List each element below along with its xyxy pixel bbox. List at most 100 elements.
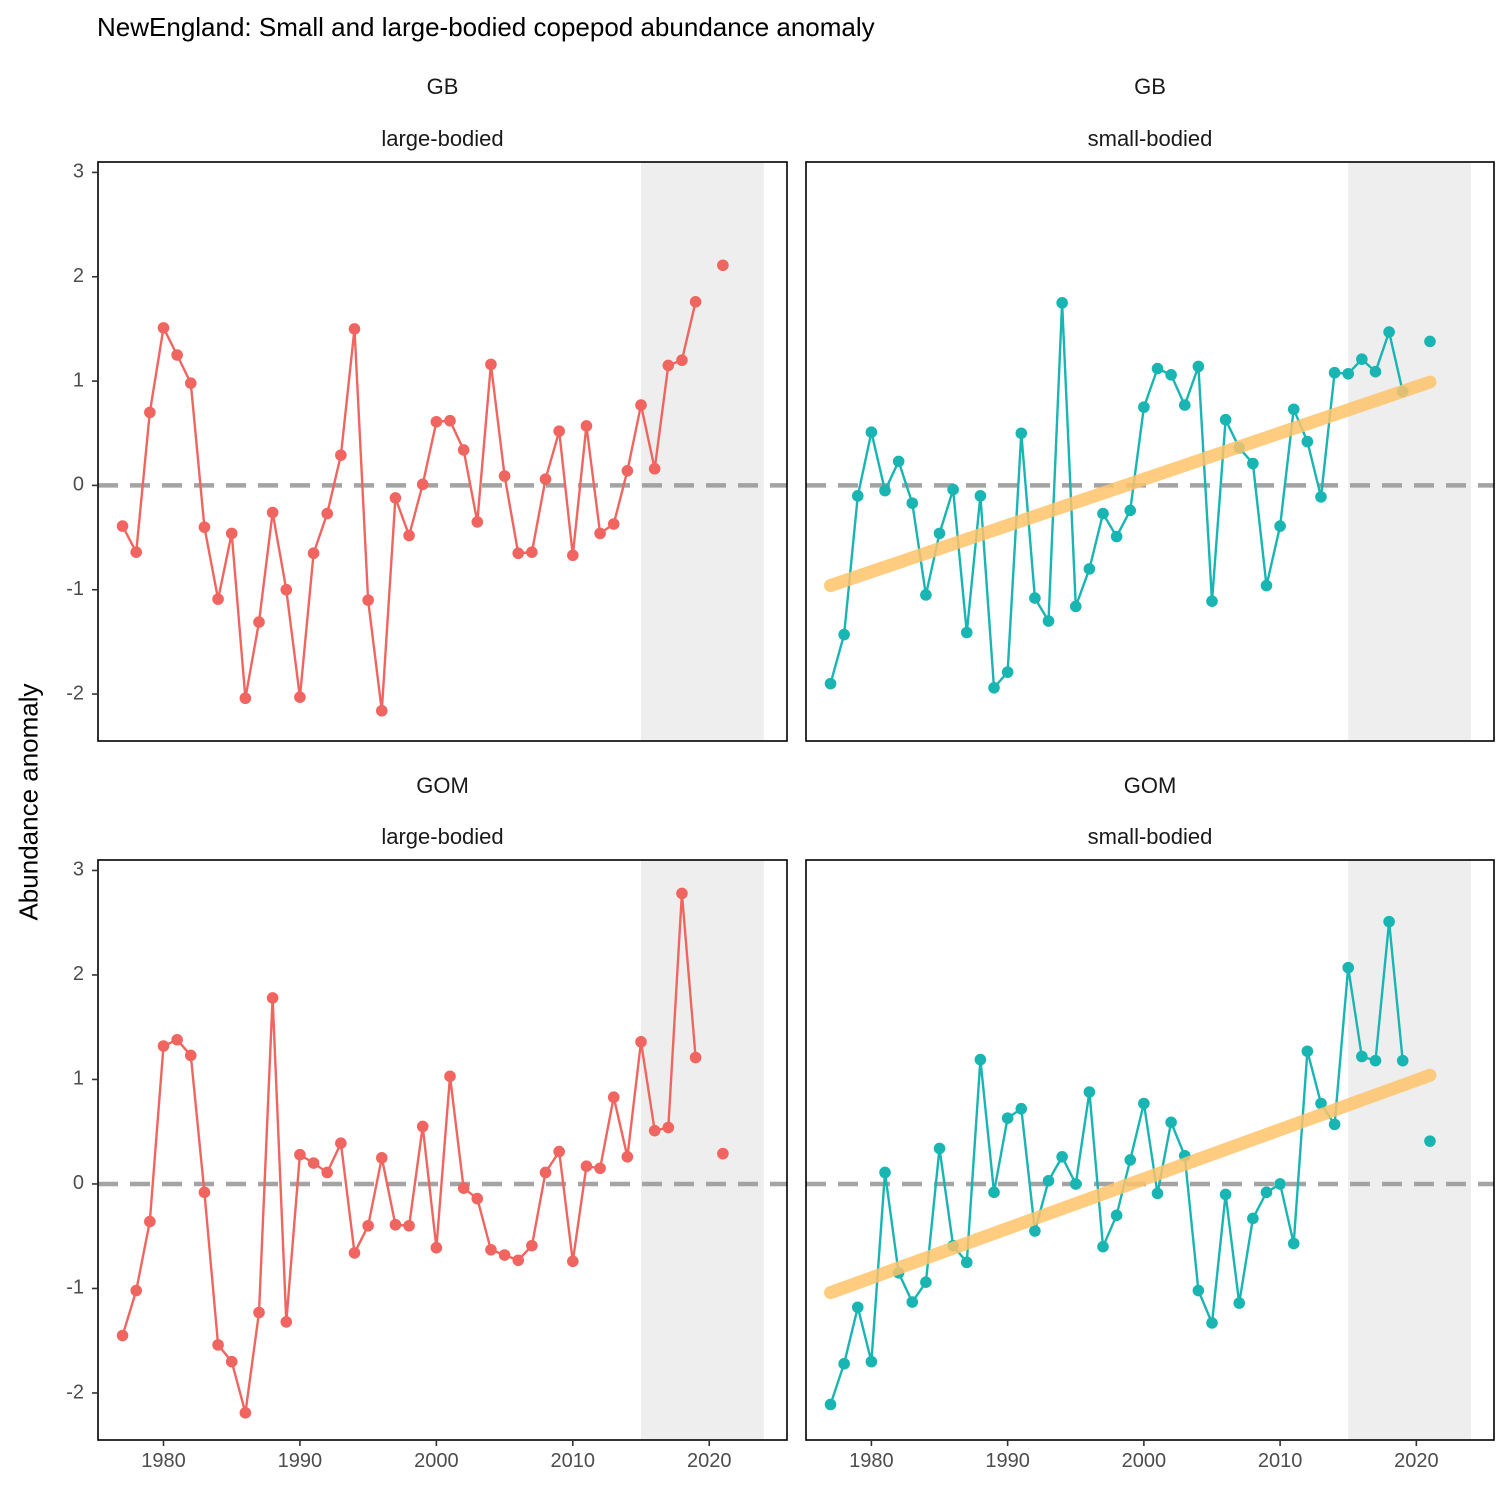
data-point <box>920 589 932 601</box>
data-point <box>1015 427 1028 440</box>
data-point <box>253 1306 265 1319</box>
data-point <box>471 516 484 528</box>
y-tick-label: 3 <box>73 161 84 183</box>
data-point <box>621 465 634 477</box>
y-tick-label: 2 <box>73 265 84 287</box>
data-point <box>1219 413 1232 426</box>
data-point <box>648 1124 661 1137</box>
data-point <box>1342 961 1355 974</box>
data-point <box>362 1219 374 1232</box>
data-point <box>294 691 306 703</box>
x-tick-label: 2000 <box>414 1450 459 1472</box>
data-point <box>116 1329 129 1342</box>
data-point <box>539 1166 552 1179</box>
data-point <box>307 547 320 560</box>
data-point <box>512 547 525 560</box>
y-tick-label: -2 <box>66 1381 84 1403</box>
data-point <box>375 1152 388 1164</box>
data-point <box>906 1296 919 1308</box>
data-point <box>1424 1135 1436 1147</box>
panel-gb-large-bodied: GB large-bodied -2 -1 0 1 2 3 <box>66 74 788 742</box>
data-point <box>607 518 620 530</box>
data-point <box>1069 1178 1082 1190</box>
data-point <box>130 1284 143 1297</box>
series-line <box>831 303 1431 688</box>
data-point <box>1342 367 1355 380</box>
data-point <box>1097 1240 1109 1253</box>
panel-border <box>97 161 788 742</box>
data-point <box>1206 1317 1218 1329</box>
data-point <box>838 628 850 641</box>
data-point <box>1424 335 1436 348</box>
strip-size-label: large-bodied <box>381 824 503 849</box>
data-point <box>225 527 238 540</box>
data-point <box>1001 1112 1014 1124</box>
data-point <box>1274 1178 1286 1190</box>
data-point <box>1274 520 1286 532</box>
panel-border <box>97 859 788 1441</box>
data-point <box>1042 615 1055 627</box>
data-point <box>566 549 579 562</box>
data-point <box>348 1247 361 1259</box>
data-point <box>416 1120 429 1133</box>
y-tick-label: 1 <box>73 369 84 391</box>
data-point <box>1069 600 1082 613</box>
data-point <box>144 406 156 419</box>
data-point <box>198 1186 211 1199</box>
data-point <box>389 492 402 504</box>
data-point <box>676 354 688 367</box>
strip-region-label: GB <box>427 74 459 99</box>
recent-period-shading <box>1348 860 1471 1440</box>
x-tick-label: 1990 <box>985 1450 1030 1472</box>
data-point <box>974 490 987 502</box>
data-point <box>824 677 837 690</box>
chart-title: NewEngland: Small and large-bodied copep… <box>97 12 875 42</box>
data-point <box>1260 579 1273 592</box>
data-point <box>1138 401 1150 413</box>
data-point <box>239 692 252 705</box>
data-point <box>648 462 661 475</box>
data-point <box>933 1142 946 1155</box>
data-point <box>253 616 265 628</box>
data-point <box>212 593 224 605</box>
data-point <box>1151 1187 1164 1200</box>
data-point <box>321 1166 334 1179</box>
data-point <box>717 259 729 272</box>
data-point <box>1110 530 1123 543</box>
strip-region-label: GOM <box>416 773 469 798</box>
y-tick-label: 1 <box>73 1068 84 1090</box>
x-tick-label: 2000 <box>1122 1450 1167 1472</box>
panel-border <box>805 859 1495 1441</box>
data-point <box>157 1040 170 1052</box>
panel-border <box>805 161 1495 742</box>
data-point <box>865 426 878 439</box>
data-point <box>389 1218 402 1231</box>
data-point <box>717 1147 729 1160</box>
data-point <box>838 1357 850 1370</box>
data-point <box>594 527 606 540</box>
data-point <box>1383 326 1395 338</box>
recent-period-shading <box>1348 162 1471 741</box>
y-tick-label: 0 <box>73 474 84 496</box>
data-point <box>662 359 675 372</box>
data-point <box>960 1256 973 1269</box>
data-point <box>1301 435 1314 448</box>
data-point <box>471 1192 484 1205</box>
data-point <box>1396 1054 1409 1067</box>
data-point <box>225 1355 238 1368</box>
data-point <box>1206 595 1218 608</box>
data-point <box>1015 1102 1028 1115</box>
y-tick-label: -2 <box>66 682 84 704</box>
y-tick-label: 3 <box>73 859 84 881</box>
data-point <box>116 520 129 532</box>
data-point <box>1356 353 1368 365</box>
strip-size-label: small-bodied <box>1088 126 1213 151</box>
data-point <box>1151 362 1164 375</box>
data-point <box>335 1137 347 1150</box>
data-point <box>607 1091 620 1104</box>
data-point <box>512 1254 525 1267</box>
data-point <box>1083 563 1096 575</box>
data-point <box>457 444 470 456</box>
data-point <box>444 414 456 427</box>
data-point <box>676 887 688 900</box>
